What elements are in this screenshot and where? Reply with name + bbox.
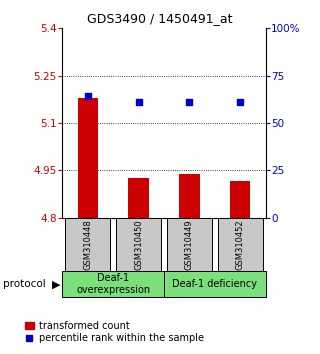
Bar: [78, 98, 98, 218]
Text: GSM310452: GSM310452: [236, 219, 245, 270]
Bar: [62, 271, 164, 297]
Text: GSM310449: GSM310449: [185, 219, 194, 270]
Text: ▶: ▶: [52, 279, 60, 289]
Text: protocol: protocol: [3, 279, 46, 289]
Text: Deaf-1 deficiency: Deaf-1 deficiency: [172, 279, 257, 289]
Bar: [230, 181, 250, 218]
Text: GDS3490 / 1450491_at: GDS3490 / 1450491_at: [87, 12, 233, 25]
Point: [238, 100, 243, 105]
Bar: [179, 173, 200, 218]
Bar: [116, 218, 161, 271]
Point: [136, 100, 141, 105]
Text: Deaf-1
overexpression: Deaf-1 overexpression: [76, 273, 150, 295]
Point: [187, 100, 192, 105]
Legend: transformed count, percentile rank within the sample: transformed count, percentile rank withi…: [24, 320, 204, 344]
Bar: [128, 178, 149, 218]
Bar: [167, 218, 212, 271]
Bar: [66, 218, 110, 271]
Text: GSM310448: GSM310448: [83, 219, 92, 270]
Point: [85, 93, 90, 99]
Text: GSM310450: GSM310450: [134, 219, 143, 270]
Bar: [164, 271, 266, 297]
Bar: [218, 218, 262, 271]
